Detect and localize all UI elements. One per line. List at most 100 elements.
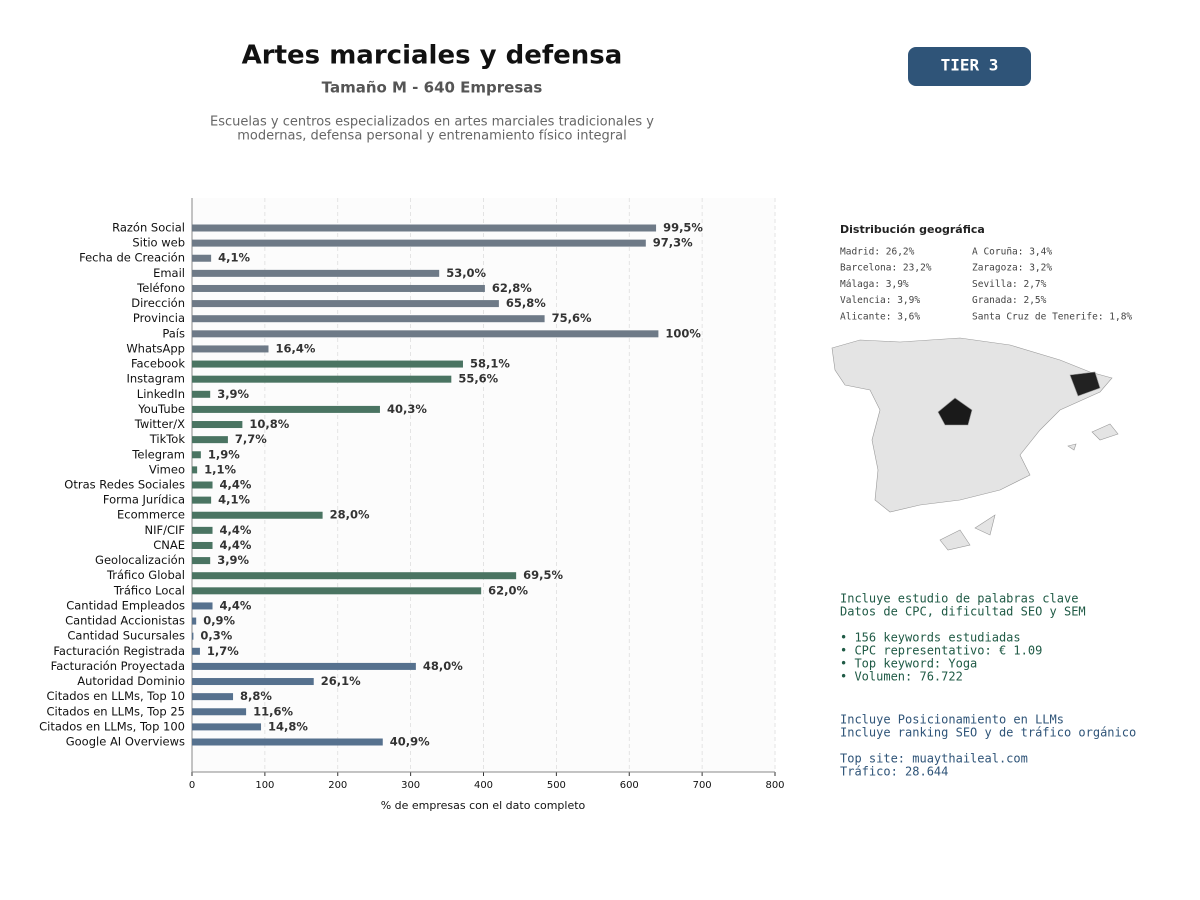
- value-label: 0,3%: [200, 629, 232, 643]
- value-label: 10,8%: [249, 417, 289, 431]
- keyword-info: • CPC representativo: € 1.09: [840, 644, 1042, 658]
- value-label: 16,4%: [275, 341, 315, 355]
- geo-entry: Santa Cruz de Tenerife: 1,8%: [972, 311, 1132, 322]
- y-tick-label: NIF/CIF: [144, 523, 185, 537]
- keyword-info: • Volumen: 76.722: [840, 670, 963, 684]
- value-label: 58,1%: [470, 357, 510, 371]
- map-region: [1069, 371, 1101, 397]
- value-label: 28,0%: [330, 508, 370, 522]
- bar: [192, 511, 323, 519]
- llm-info: Top site: muaythaileal.com: [840, 752, 1028, 766]
- geo-entry: Granada: 2,5%: [972, 295, 1047, 306]
- value-label: 97,3%: [653, 236, 693, 250]
- badge: [908, 47, 1031, 86]
- y-tick-label: Citados en LLMs, Top 10: [46, 689, 185, 703]
- y-tick-label: Facturación Proyectada: [51, 659, 185, 673]
- bar: [192, 662, 416, 670]
- geo-entry: Sevilla: 2,7%: [972, 279, 1047, 290]
- bar: [192, 330, 659, 338]
- x-axis-label: % de empresas con el dato completo: [381, 799, 586, 812]
- x-tick-label: 500: [547, 780, 566, 791]
- geo-entry: Zaragoza: 3,2%: [972, 263, 1052, 274]
- y-tick-label: Forma Jurídica: [103, 493, 185, 507]
- bar: [192, 436, 228, 444]
- y-tick-label: Email: [153, 266, 185, 280]
- bar: [192, 300, 499, 308]
- y-tick-label: Tráfico Local: [113, 583, 185, 597]
- bar: [192, 315, 545, 323]
- x-tick-label: 200: [328, 780, 347, 791]
- bar: [192, 738, 383, 746]
- x-tick-label: 300: [401, 780, 420, 791]
- y-tick-label: Teléfono: [136, 281, 185, 295]
- y-tick-label: Citados en LLMs, Top 25: [46, 704, 185, 718]
- value-label: 4,1%: [218, 493, 250, 507]
- map: [831, 337, 1119, 551]
- y-tick-label: Tráfico Global: [106, 568, 185, 582]
- map-island: [1091, 423, 1119, 441]
- x-tick-label: 600: [620, 780, 639, 791]
- bar: [192, 269, 440, 277]
- x-tick-label: 700: [693, 780, 712, 791]
- bar: [192, 572, 517, 580]
- value-label: 75,6%: [552, 311, 592, 325]
- value-label: 65,8%: [506, 296, 546, 310]
- value-label: 1,9%: [208, 447, 240, 461]
- value-label: 26,1%: [321, 674, 361, 688]
- geo-entry: Alicante: 3,6%: [840, 311, 920, 322]
- y-tick-label: Instagram: [126, 372, 185, 386]
- chart-subtitle: Tamaño M - 640 Empresas: [322, 79, 543, 97]
- bar: [192, 557, 211, 565]
- y-tick-label: Sitio web: [132, 236, 185, 250]
- y-tick-label: Cantidad Empleados: [66, 598, 185, 612]
- bar: [192, 224, 657, 232]
- y-tick-label: Autoridad Dominio: [77, 674, 185, 688]
- value-label: 99,5%: [663, 221, 703, 235]
- value-label: 4,4%: [220, 523, 252, 537]
- value-label: 1,1%: [204, 462, 236, 476]
- llm-info: Incluye Posicionamiento en LLMs: [840, 713, 1064, 727]
- y-tick-label: Fecha de Creación: [79, 251, 185, 265]
- y-tick-label: Geolocalización: [95, 553, 185, 567]
- x-tick-label: 0: [189, 780, 195, 791]
- keyword-info: Incluye estudio de palabras clave: [840, 592, 1078, 606]
- bar: [192, 647, 200, 655]
- geo-entry: Barcelona: 23,2%: [840, 263, 932, 274]
- y-tick-label: TikTok: [149, 432, 186, 446]
- bar: [192, 284, 485, 292]
- value-label: 8,8%: [240, 689, 272, 703]
- y-tick-label: WhatsApp: [126, 341, 185, 355]
- bar: [192, 239, 646, 247]
- bar: [192, 496, 212, 504]
- value-label: 48,0%: [423, 659, 463, 673]
- value-label: 0,9%: [203, 614, 235, 628]
- value-label: 11,6%: [253, 704, 293, 718]
- bar: [192, 466, 198, 474]
- value-label: 4,4%: [220, 538, 252, 552]
- value-label: 4,4%: [220, 598, 252, 612]
- llm-info: Tráfico: 28.644: [840, 765, 948, 779]
- x-tick-label: 100: [255, 780, 274, 791]
- y-tick-label: Citados en LLMs, Top 100: [39, 719, 185, 733]
- value-label: 4,1%: [218, 251, 250, 265]
- y-tick-label: Google AI Overviews: [66, 735, 185, 749]
- y-tick-label: Telegram: [131, 447, 185, 461]
- bar: [192, 587, 482, 595]
- bar: [192, 617, 197, 625]
- geo-entry: Málaga: 3,9%: [840, 279, 909, 290]
- map-shape: [831, 337, 1113, 513]
- value-label: 62,8%: [492, 281, 532, 295]
- bar: [192, 405, 380, 413]
- y-tick-label: Razón Social: [112, 221, 185, 235]
- llm-info: Incluye ranking SEO y de tráfico orgánic…: [840, 726, 1136, 740]
- value-label: 69,5%: [523, 568, 563, 582]
- description: Escuelas y centros especializados en art…: [210, 115, 654, 130]
- y-tick-label: Cantidad Accionistas: [65, 614, 185, 628]
- value-label: 55,6%: [458, 372, 498, 386]
- y-tick-label: Vimeo: [149, 462, 185, 476]
- bar: [192, 602, 213, 610]
- x-tick-label: 400: [474, 780, 493, 791]
- bar: [192, 541, 213, 549]
- y-tick-label: Otras Redes Sociales: [64, 478, 185, 492]
- geo-entry: Valencia: 3,9%: [840, 295, 920, 306]
